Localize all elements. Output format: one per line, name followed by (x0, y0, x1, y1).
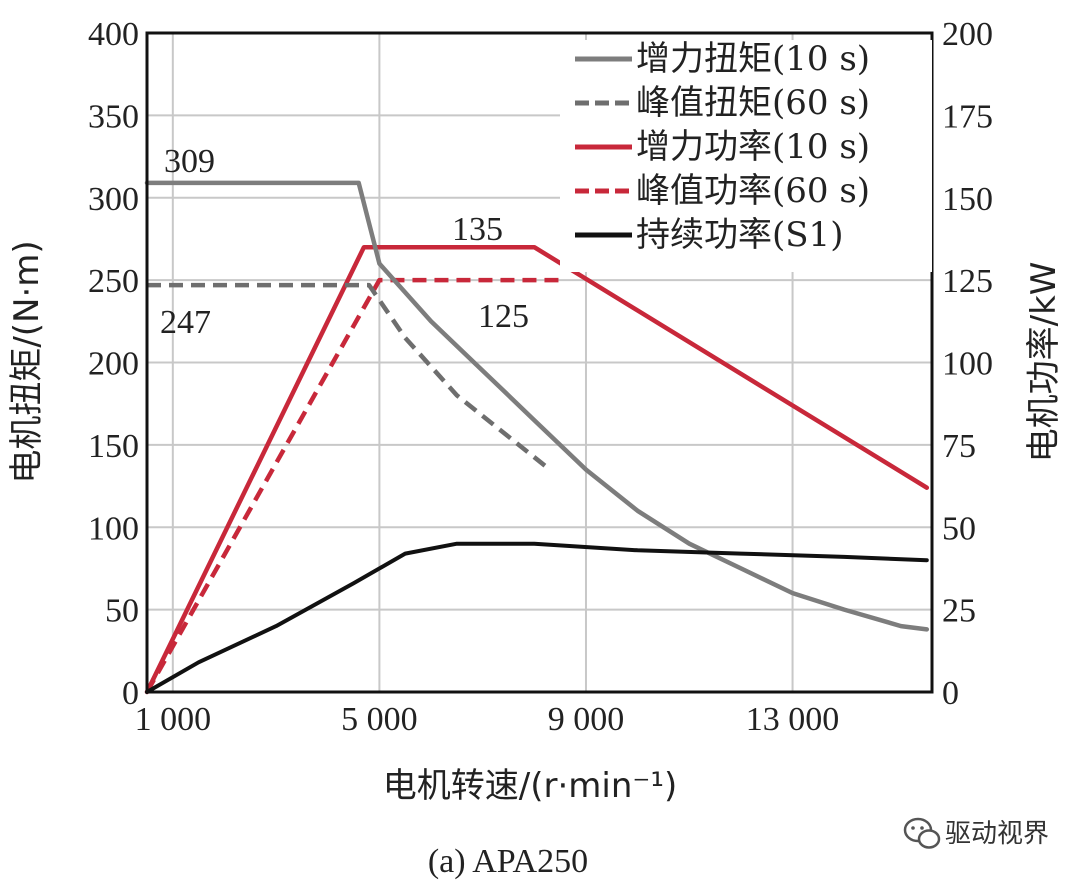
series-line-1 (147, 282, 552, 472)
y-left-tick-label: 400 (88, 16, 139, 53)
legend-label: 增力扭矩(10 s) (636, 39, 870, 79)
figure-caption: (a) APA250 (428, 843, 588, 880)
annotation-309: 309 (164, 143, 215, 180)
y-right-tick-label: 175 (942, 98, 993, 135)
annotation-247: 247 (160, 304, 211, 341)
y-right-tick-label: 125 (942, 263, 993, 300)
x-axis-label: 电机转速/(r·min⁻¹) (383, 766, 677, 806)
series-line-0 (144, 180, 930, 632)
series-line-2 (144, 244, 930, 695)
legend-label: 持续功率(S1) (636, 215, 843, 255)
y-left-tick-label: 150 (88, 428, 139, 465)
annotation-125: 125 (478, 298, 529, 335)
wechat-icon (903, 817, 941, 849)
y-left-tick-label: 350 (88, 98, 139, 135)
plot-frame (145, 31, 934, 694)
legend-label: 峰值功率(60 s) (636, 171, 870, 211)
y-left-tick-label: 50 (105, 593, 139, 630)
y-right-tick-label: 100 (942, 346, 993, 383)
y-right-tick-label: 25 (942, 593, 976, 630)
y-left-tick-label: 100 (88, 510, 139, 547)
x-tick-label: 1 000 (135, 701, 212, 738)
series-layer (144, 180, 930, 695)
y-left-tick-label: 0 (122, 675, 139, 712)
annotation-135: 135 (452, 211, 503, 248)
x-tick-label: 13 000 (746, 701, 840, 738)
series-line-4 (145, 541, 929, 694)
x-tick-label: 9 000 (548, 701, 625, 738)
series-line-3 (145, 277, 561, 694)
y-right-tick-label: 50 (942, 510, 976, 547)
y-right-tick-label: 200 (942, 16, 993, 53)
x-tick-label: 5 000 (341, 701, 418, 738)
y-left-tick-label: 250 (88, 263, 139, 300)
y-axis-label-right: 电机功率/kW (1024, 262, 1064, 463)
tick-labels: 0 50 100 150 200 250 300 350 400 0 25 50 75 100 125 150… (88, 16, 993, 738)
y-left-tick-label: 300 (88, 181, 139, 218)
y-right-tick-label: 75 (942, 428, 976, 465)
y-left-tick-label: 200 (88, 346, 139, 383)
y-axis-label-left: 电机扭矩/(N·m) (7, 240, 47, 483)
legend: 增力扭矩(10 s)峰值扭矩(60 s)增力功率(10 s)峰值功率(60 s)… (575, 39, 870, 255)
y-right-tick-label: 150 (942, 181, 993, 218)
legend-label: 增力功率(10 s) (636, 127, 870, 167)
watermark-text: 驱动视界 (945, 819, 1049, 849)
y-right-tick-label: 0 (942, 675, 959, 712)
legend-label: 峰值扭矩(60 s) (636, 83, 870, 123)
